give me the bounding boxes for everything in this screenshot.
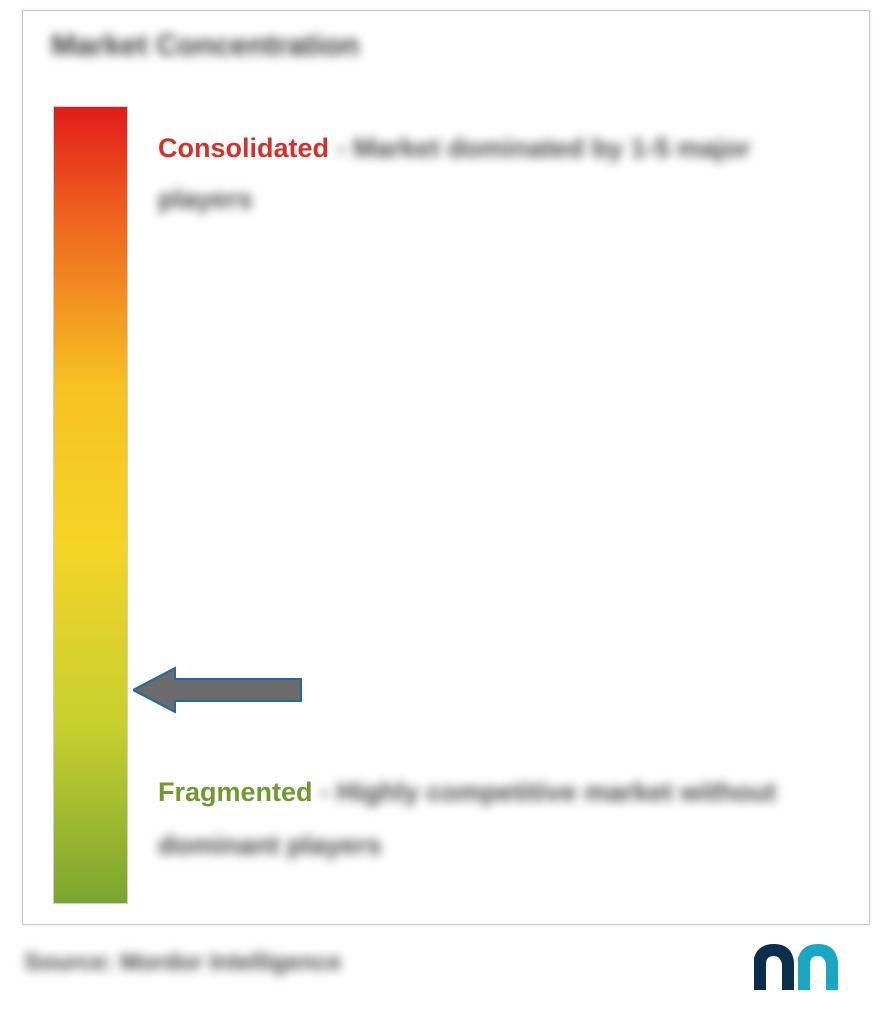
arrow-svg: [133, 666, 303, 714]
fragmented-text-line1: - Highly competitive market without: [320, 777, 776, 807]
gradient-svg: [54, 107, 127, 903]
indicator-arrow: [133, 666, 303, 714]
source-footer: Source: Mordor Intelligence: [24, 949, 341, 977]
concentration-gradient-bar: [53, 106, 128, 904]
brand-logo: [752, 938, 842, 996]
logo-svg: [752, 938, 842, 996]
fragmented-key: Fragmented: [158, 777, 313, 807]
fragmented-label: Fragmented - Highly competitive market w…: [158, 766, 858, 871]
consolidated-label: Consolidated - Market dominated by 1-5 m…: [158, 123, 838, 226]
fragmented-text-line2: dominant players: [158, 819, 858, 872]
infographic-card: Market Concentration Consolidated - Mark…: [22, 10, 870, 925]
consolidated-text-line2: players: [158, 174, 838, 225]
consolidated-key: Consolidated: [158, 133, 329, 163]
card-title: Market Concentration: [51, 29, 359, 63]
consolidated-text-line1: - Market dominated by 1-5 major: [337, 133, 751, 163]
